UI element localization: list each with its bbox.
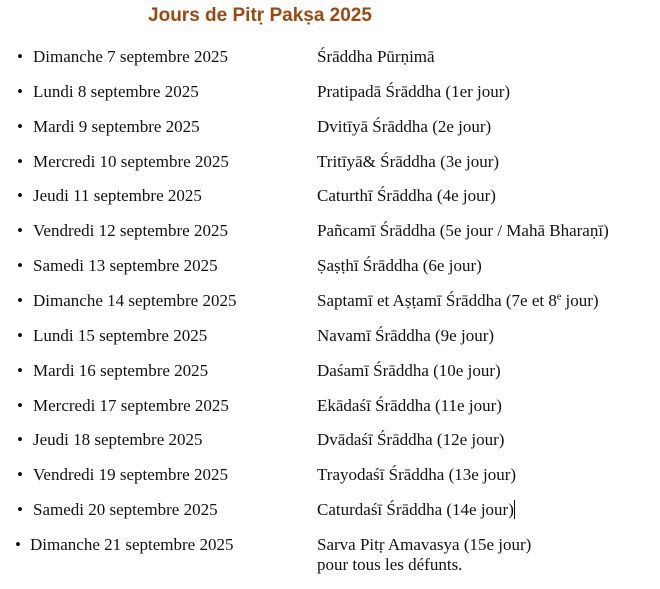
- bullet: •: [17, 47, 23, 66]
- sraddha-name[interactable]: Navamī Śrāddha (9e jour): [317, 326, 494, 346]
- sraddha-name[interactable]: Ṣaṣṭhī Śrāddha (6e jour): [317, 256, 482, 276]
- sraddha-name-text: Dvādaśī Śrāddha (12e jour): [317, 430, 505, 450]
- sraddha-name-text: Daśamī Śrāddha (10e jour): [317, 360, 501, 380]
- sraddha-name[interactable]: Tritīyā& Śrāddha (3e jour): [317, 152, 499, 172]
- list-item: • Dimanche 7 septembre 2025 Śrāddha Pūrṇ…: [0, 47, 660, 71]
- sraddha-name-text: Saptamī et Aṣṭamī Śrāddha (7e et 8: [317, 290, 557, 310]
- bullet: •: [17, 500, 23, 520]
- sraddha-name[interactable]: Pañcamī Śrāddha (5e jour / Mahā Bharaṇī): [317, 221, 609, 241]
- sraddha-name-text: Caturdaśī Śrāddha (14e jour): [317, 500, 514, 520]
- sraddha-name-text: Pañcamī Śrāddha (5e jour / Mahā Bharaṇī): [317, 221, 609, 241]
- bullet: •: [17, 81, 23, 101]
- sraddha-name[interactable]: Śrāddha Pūrṇimā: [317, 47, 435, 67]
- date-text[interactable]: Samedi 13 septembre 2025: [33, 256, 218, 276]
- sraddha-name[interactable]: Dvādaśī Śrāddha (12e jour): [317, 430, 504, 450]
- sraddha-name[interactable]: Pratipadā Śrāddha (1er jour): [317, 82, 510, 102]
- date-text[interactable]: Lundi 15 septembre 2025: [33, 325, 208, 345]
- date-text[interactable]: Dimanche 7 septembre 2025: [33, 47, 228, 66]
- list-item: • Mardi 16 septembre 2025 Daśamī Śrāddha…: [0, 361, 660, 385]
- sraddha-name-text: Caturthī Śrāddha (4e jour): [317, 186, 496, 206]
- sraddha-name[interactable]: Sarva Pitṛ Amavasya (15e jour) pour tous …: [317, 535, 531, 575]
- list-item: • Jeudi 18 septembre 2025 Dvādaśī Śrāddh…: [0, 430, 660, 454]
- date-text[interactable]: Mardi 16 septembre 2025: [33, 360, 209, 380]
- bullet: •: [17, 325, 23, 345]
- list-item: • Dimanche 14 septembre 2025 Saptamī et …: [0, 291, 660, 315]
- bullet: •: [15, 534, 21, 554]
- list-item: • Mercredi 17 septembre 2025 Ekādaśī Śrā…: [0, 396, 660, 420]
- text-cursor: [513, 500, 515, 520]
- date-text[interactable]: Jeudi 18 septembre 2025: [33, 430, 203, 450]
- sraddha-name-text: Ekādaśī Śrāddha (11e jour): [317, 395, 502, 415]
- sraddha-name-text: Ṣaṣṭhī Śrāddha (6e jour): [317, 256, 482, 276]
- date-text[interactable]: Vendredi 19 septembre 2025: [33, 465, 228, 485]
- sraddha-name[interactable]: Caturdaśī Śrāddha (14e jour): [317, 500, 515, 520]
- list-item: • Samedi 20 septembre 2025 Caturdaśī Śrā…: [0, 500, 660, 524]
- bullet: •: [17, 465, 23, 485]
- date-text[interactable]: Mercredi 17 septembre 2025: [33, 395, 229, 415]
- date-text[interactable]: Dimanche 21 septembre 2025: [30, 534, 234, 554]
- list-item: • Vendredi 12 septembre 2025 Pañcamī Śrā…: [0, 221, 660, 245]
- date-text[interactable]: Jeudi 11 septembre 2025: [33, 186, 202, 206]
- date-text[interactable]: Lundi 8 septembre 2025: [33, 81, 199, 101]
- sraddha-name-text: Tritīyā& Śrāddha (3e jour): [317, 151, 500, 171]
- bullet: •: [17, 256, 23, 276]
- date-text[interactable]: Mercredi 10 septembre 2025: [33, 151, 229, 171]
- sraddha-name-text: Navamī Śrāddha (9e jour): [317, 325, 495, 345]
- bullet: •: [17, 221, 23, 241]
- bullet: •: [17, 151, 23, 171]
- date-text[interactable]: Vendredi 12 septembre 2025: [33, 221, 228, 241]
- list-item: • Mardi 9 septembre 2025 Dvitīyā Śrāddha…: [0, 117, 660, 141]
- sraddha-name[interactable]: Dvitīyā Śrāddha (2e jour): [317, 117, 491, 137]
- list-item: • Mercredi 10 septembre 2025 Tritīyā& Śr…: [0, 152, 660, 176]
- list-item: • Dimanche 21 septembre 2025 Sarva Pitṛ …: [0, 534, 660, 574]
- sraddha-name-text: Śrāddha Pūrṇimā: [317, 47, 435, 66]
- list-item: • Lundi 8 septembre 2025 Pratipadā Śrādd…: [0, 82, 660, 106]
- bullet: •: [17, 290, 23, 310]
- sraddha-name[interactable]: Ekādaśī Śrāddha (11e jour): [317, 396, 502, 416]
- date-text[interactable]: Mardi 9 septembre 2025: [33, 116, 200, 136]
- sraddha-name[interactable]: Daśamī Śrāddha (10e jour): [317, 361, 501, 381]
- list-item: • Samedi 13 septembre 2025 Ṣaṣṭhī Śrāddh…: [0, 256, 660, 280]
- sraddha-name-text: Dvitīyā Śrāddha (2e jour): [317, 116, 492, 136]
- list-item: • Lundi 15 septembre 2025 Navamī Śrāddha…: [0, 326, 660, 350]
- list-item: • Vendredi 19 septembre 2025 Trayodaśī Ś…: [0, 465, 660, 489]
- sraddha-name-line2: pour tous les défunts.: [317, 554, 463, 574]
- bullet: •: [17, 430, 23, 450]
- list-item: • Jeudi 11 septembre 2025 Caturthī Śrādd…: [0, 186, 660, 210]
- date-text[interactable]: Dimanche 14 septembre 2025: [33, 290, 237, 310]
- sraddha-name-end: jour): [561, 290, 599, 310]
- sraddha-name-text: Sarva Pitṛ Amavasya (15e jour): [317, 534, 532, 554]
- superscript: e: [556, 291, 562, 303]
- sraddha-name[interactable]: Saptamī et Aṣṭamī Śrāddha (7e et 8e jour…: [317, 291, 599, 311]
- page-title: Jours de Pitṛ Pakṣa 2025: [148, 5, 372, 26]
- bullet: •: [17, 116, 23, 136]
- bullet: •: [17, 360, 23, 380]
- sraddha-name-text: Trayodaśī Śrāddha (13e jour): [317, 465, 517, 485]
- sraddha-name[interactable]: Trayodaśī Śrāddha (13e jour): [317, 465, 516, 485]
- bullet: •: [17, 186, 23, 206]
- sraddha-name[interactable]: Caturthī Śrāddha (4e jour): [317, 186, 496, 206]
- date-text[interactable]: Samedi 20 septembre 2025: [33, 500, 218, 520]
- sraddha-name-text: Pratipadā Śrāddha (1er jour): [317, 81, 511, 101]
- bullet: •: [17, 395, 23, 415]
